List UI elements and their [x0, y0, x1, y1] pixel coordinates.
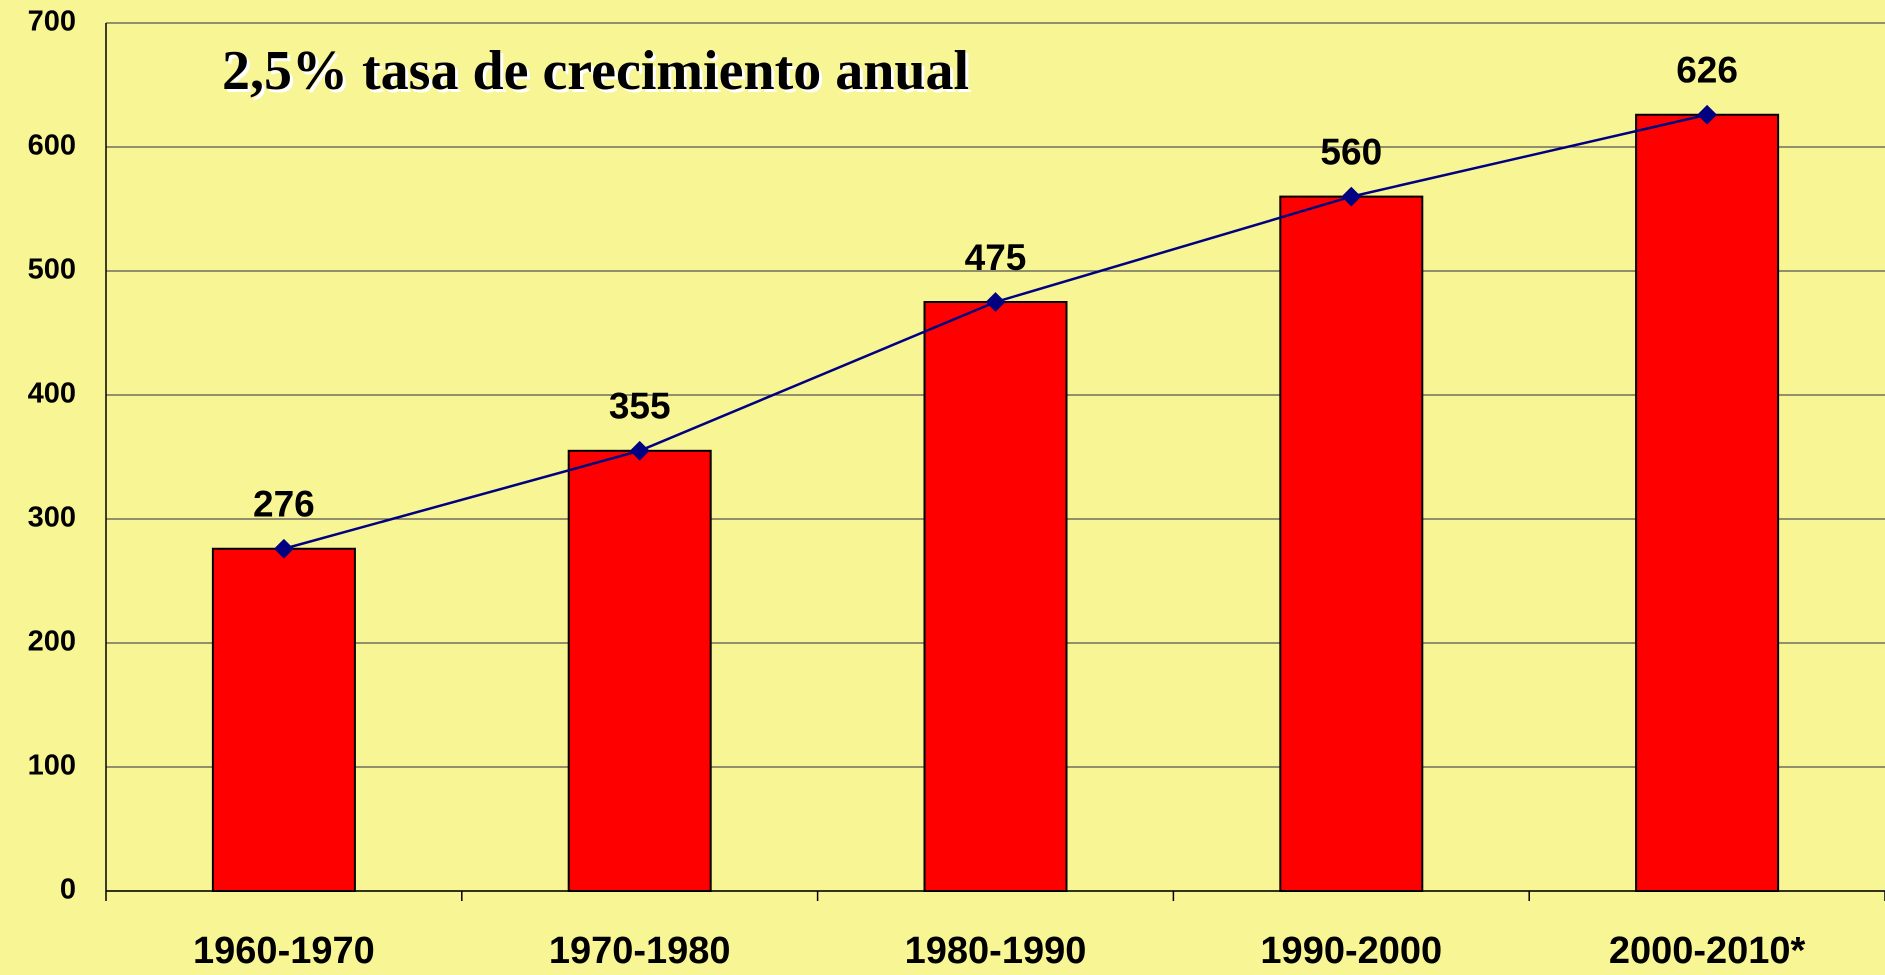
- y-tick-label: 300: [28, 502, 76, 534]
- y-tick-label: 700: [28, 6, 76, 38]
- data-label: 276: [253, 484, 315, 525]
- chart-title-shadow: 2,5% tasa de crecimiento anual: [225, 43, 972, 105]
- axes: [105, 23, 1885, 901]
- x-tick-label: 1970-1980: [549, 930, 731, 972]
- bar: [923, 301, 1068, 892]
- line-marker: [1341, 186, 1362, 207]
- chart-title: 2,5% tasa de crecimiento anual: [222, 40, 969, 102]
- x-tick-label: 1980-1990: [905, 930, 1087, 972]
- y-tick-label: 0: [60, 874, 76, 906]
- data-label: 626: [1676, 50, 1738, 91]
- bar: [1279, 195, 1424, 893]
- y-tick-label: 600: [28, 130, 76, 162]
- x-tick-label: 1990-2000: [1260, 930, 1442, 972]
- bar: [567, 449, 712, 892]
- y-tick-label: 500: [28, 254, 76, 286]
- labels: 0 100 200 300 400 500 600 700 1960-1970 276 1970-1…: [28, 6, 1806, 972]
- data-label: 475: [965, 237, 1027, 278]
- y-tick-label: 100: [28, 750, 76, 782]
- line-marker: [629, 440, 650, 461]
- y-tick-label: 400: [28, 378, 76, 410]
- line-marker: [1697, 104, 1717, 125]
- bars: [211, 113, 1780, 893]
- x-tick-label: 1960-1970: [193, 930, 375, 972]
- data-label: 355: [609, 386, 671, 427]
- y-tick-label: 200: [28, 626, 76, 658]
- bar: [1635, 113, 1780, 892]
- bar: [211, 547, 356, 892]
- line-marker: [985, 292, 1006, 312]
- line-layer: [274, 104, 1717, 559]
- x-tick-label: 2000-2010*: [1609, 930, 1806, 972]
- line-marker: [274, 538, 294, 559]
- data-label: 560: [1320, 131, 1382, 172]
